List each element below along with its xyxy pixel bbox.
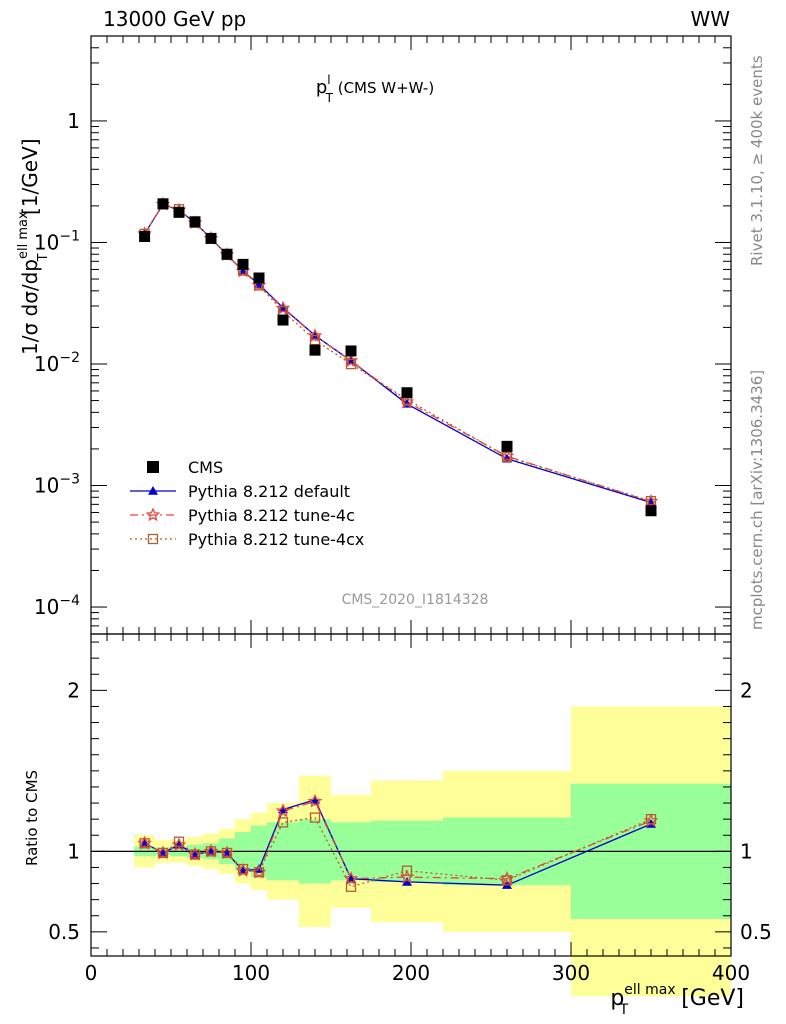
marker-ratio-tune4cx-5 xyxy=(221,847,233,859)
marker-ratio-tune4cx-7 xyxy=(253,867,265,878)
marker-ratio-tune4cx-4 xyxy=(205,846,217,857)
plot-title: pl T (CMS W+W-) xyxy=(316,73,434,105)
marker-top-tune4cx-9 xyxy=(309,334,321,346)
rivet-label: Rivet 3.1.10, ≥ 400k events xyxy=(748,55,766,266)
data-point-11 xyxy=(401,387,413,399)
legend-label-tune4c: Pythia 8.212 tune-4c xyxy=(188,506,355,525)
marker-ratio-tune4c-10 xyxy=(343,871,359,885)
marker-ratio-tune4cx-13 xyxy=(645,814,657,825)
marker-top-tune4c-10 xyxy=(343,353,359,368)
marker-top-tune4cx-10 xyxy=(345,358,357,370)
legend-label-tune4cx: Pythia 8.212 tune-4cx xyxy=(188,530,364,549)
data-point-3 xyxy=(189,216,201,228)
x-tick-label-300: 300 xyxy=(552,961,590,985)
data-point-8 xyxy=(277,314,289,326)
bottom-y-tick-label-left-0.5: 0.5 xyxy=(48,920,80,944)
marker-ratio-tune4cx-8 xyxy=(277,817,289,828)
data-point-1 xyxy=(157,198,169,210)
data-point-9 xyxy=(309,344,321,356)
line-ratio-tune4cx xyxy=(144,816,652,888)
bottom-y-tick-label-left-1: 1 xyxy=(67,839,80,863)
marker-ratio-default-8 xyxy=(278,804,288,814)
x-tick-label-200: 200 xyxy=(392,961,430,985)
data-point-7 xyxy=(253,272,265,284)
data-point-12 xyxy=(501,440,513,452)
header-left: 13000 GeV pp xyxy=(103,7,246,31)
data-point-13 xyxy=(645,505,657,517)
x-tick-label-0: 0 xyxy=(85,961,98,985)
bottom-y-tick-label-right-0.5: 0.5 xyxy=(740,920,772,944)
top-ylabel: 1/σ dσ/dpell max T [1/GeV] xyxy=(16,138,51,355)
x-tick-label-100: 100 xyxy=(232,961,270,985)
marker-ratio-tune4c-8 xyxy=(275,803,291,818)
header-right: WW xyxy=(690,7,730,31)
data-point-4 xyxy=(205,232,217,244)
marker-ratio-tune4cx-6 xyxy=(237,863,249,875)
data-point-5 xyxy=(221,248,233,260)
axis-ticks xyxy=(90,35,732,956)
legend-label-default: Pythia 8.212 default xyxy=(188,482,350,501)
bottom-ylabel: Ratio to CMS xyxy=(23,770,41,866)
marker-ratio-default-11 xyxy=(402,876,412,886)
marker-ratio-tune4cx-2 xyxy=(173,836,185,847)
marker-ratio-tune4cx-11 xyxy=(401,865,413,876)
marker-ratio-tune4c-9 xyxy=(307,793,323,808)
top-y-tick-label-1: 10−1 xyxy=(34,228,80,254)
marker-ratio-tune4cx-12 xyxy=(501,875,513,886)
bottom-y-tick-label-right-1: 1 xyxy=(740,839,753,863)
x-axis-label: pell max T [GeV] xyxy=(610,982,744,1018)
top-y-tick-label-4: 10−4 xyxy=(34,593,80,619)
legend: CMS Pythia 8.212 default Pythia 8.212 tune… xyxy=(130,458,364,549)
data-point-6 xyxy=(237,258,249,270)
top-y-tick-label-3: 10−3 xyxy=(34,472,80,498)
marker-ratio-tune4cx-9 xyxy=(309,812,321,823)
bottom-y-tick-label-right-2: 2 xyxy=(740,678,753,702)
data-point-2 xyxy=(173,206,185,218)
analysis-label: CMS_2020_I1814328 xyxy=(342,592,489,608)
marker-top-tune4c-9 xyxy=(307,328,323,343)
top-panel-frame xyxy=(90,35,732,635)
x-tick-label-400: 400 xyxy=(712,961,750,985)
marker-ratio-tune4cx-3 xyxy=(189,849,201,860)
top-y-tick-label-0: 1 xyxy=(67,109,80,133)
data-point-0 xyxy=(139,230,151,242)
legend-marker-data xyxy=(147,461,159,473)
legend-marker-tune4cx xyxy=(147,533,159,545)
mcplots-label: mcplots.cern.ch [arXiv:1306.3436] xyxy=(748,370,766,630)
legend-marker-tune4c xyxy=(145,507,161,522)
marker-ratio-tune4cx-0 xyxy=(139,838,150,849)
bottom-y-tick-label-left-2: 2 xyxy=(67,678,80,702)
series-markers xyxy=(137,196,659,892)
tick-labels: 0 100 200 300 400 1 10−1 10−2 10−3 10−4 0.5 0.5 1 1 2 2 xyxy=(34,109,772,985)
legend-label-data: CMS xyxy=(188,458,223,477)
data-point-10 xyxy=(345,345,357,357)
top-y-tick-label-2: 10−2 xyxy=(34,350,80,376)
marker-ratio-tune4cx-10 xyxy=(345,881,357,892)
marker-top-tune4cx-12 xyxy=(501,451,513,462)
line-top-tune4c xyxy=(144,203,652,503)
legend-marker-default xyxy=(148,486,158,495)
marker-ratio-default-9 xyxy=(310,794,320,804)
marker-ratio-tune4cx-1 xyxy=(157,847,169,859)
